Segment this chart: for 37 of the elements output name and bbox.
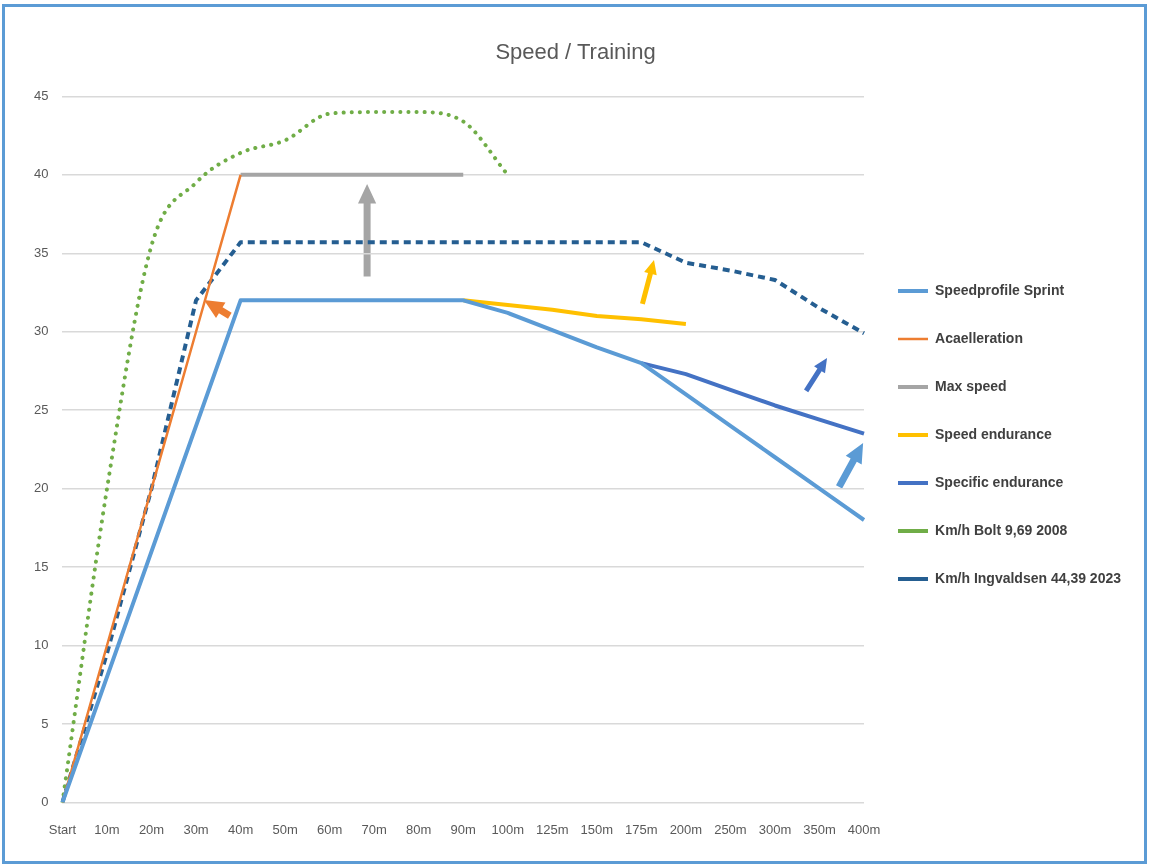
- y-tick-label: 25: [33, 401, 49, 417]
- legend-label: Max speed: [935, 377, 1007, 394]
- x-tick-label: 400m: [847, 821, 881, 837]
- x-tick-label: 40m: [227, 821, 254, 837]
- x-tick-label: 80m: [406, 821, 432, 837]
- legend-label: Speedprofile Sprint: [935, 281, 1065, 298]
- chart-title: Speed / Training: [495, 39, 656, 65]
- x-tick-label: Start: [48, 821, 77, 837]
- x-tick-label: 90m: [450, 821, 476, 837]
- legend-label: Acaelleration: [935, 329, 1023, 346]
- y-tick-label: 30: [33, 323, 49, 339]
- x-tick-label: 200m: [669, 821, 703, 837]
- x-tick-label: 150m: [580, 821, 614, 837]
- x-tick-label: 10m: [94, 821, 120, 837]
- x-tick-label: 175m: [625, 821, 658, 837]
- y-tick-label: 5: [41, 715, 49, 731]
- x-tick-label: 350m: [803, 821, 836, 837]
- x-tick-label: 100m: [491, 821, 525, 837]
- y-tick-label: 15: [33, 558, 49, 574]
- y-tick-label: 0: [41, 793, 49, 809]
- x-tick-label: 125m: [536, 821, 569, 837]
- x-tick-label: 60m: [317, 821, 343, 837]
- legend-label: Km/h Ingvaldsen 44,39 2023: [935, 569, 1122, 586]
- x-tick-label: 250m: [714, 821, 747, 837]
- y-tick-label: 35: [33, 244, 49, 260]
- x-tick-label: 300m: [758, 821, 792, 837]
- x-tick-label: 30m: [183, 821, 209, 837]
- legend-label: Specific endurance: [935, 473, 1064, 490]
- x-tick-label: 70m: [361, 821, 387, 837]
- x-tick-label: 20m: [138, 821, 165, 837]
- y-tick-label: 45: [33, 87, 49, 103]
- y-tick-label: 10: [33, 637, 49, 653]
- legend-label: Km/h Bolt 9,69 2008: [935, 521, 1068, 538]
- y-tick-label: 20: [33, 480, 49, 496]
- y-tick-label: 40: [33, 166, 49, 182]
- legend-label: Speed endurance: [935, 425, 1052, 442]
- x-tick-label: 50m: [272, 821, 298, 837]
